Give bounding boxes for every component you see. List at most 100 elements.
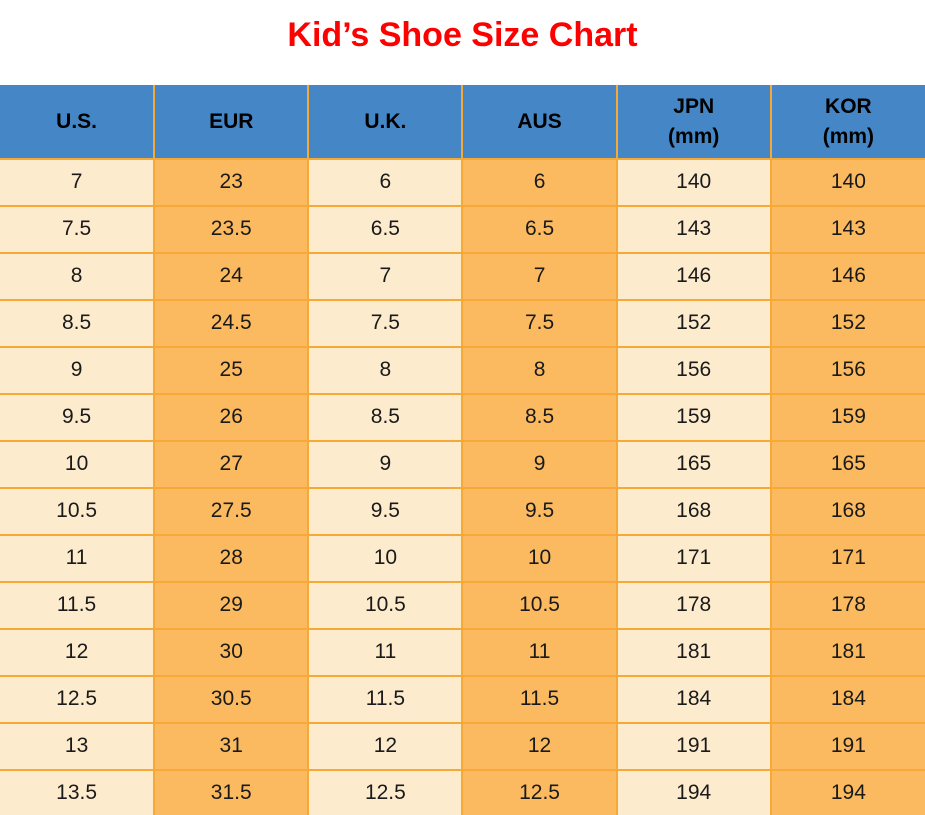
cell-kor: 191: [769, 721, 925, 771]
cell-uk: 9.5: [307, 486, 464, 536]
cell-aus: 7: [461, 251, 618, 301]
cell-aus: 11.5: [461, 674, 618, 724]
table-row: 8.5 24.5 7.5 7.5 152 152: [0, 298, 925, 348]
cell-us: 12.5: [0, 674, 156, 724]
cell-kor: 156: [769, 345, 925, 395]
cell-jpn: 159: [615, 392, 772, 442]
cell-kor: 159: [769, 392, 925, 442]
cell-us: 13.5: [0, 768, 156, 815]
table-row: 12.5 30.5 11.5 11.5 184 184: [0, 674, 925, 724]
table-row: 7 23 6 6 140 140: [0, 158, 925, 207]
table-row: 10.5 27.5 9.5 9.5 168 168: [0, 486, 925, 536]
cell-aus: 12: [461, 721, 618, 771]
table-row: 13.5 31.5 12.5 12.5 194 194: [0, 768, 925, 815]
col-header-label: U.S.: [56, 109, 97, 133]
table-row: 11 28 10 10 171 171: [0, 533, 925, 583]
cell-uk: 12.5: [307, 768, 464, 815]
cell-kor: 165: [769, 439, 925, 489]
col-header-label: EUR: [209, 109, 254, 133]
cell-us: 9.5: [0, 392, 156, 442]
col-header-us: U.S.: [0, 84, 156, 160]
col-header-aus: AUS: [461, 84, 618, 160]
cell-aus: 9.5: [461, 486, 618, 536]
cell-eur: 28: [153, 533, 310, 583]
cell-kor: 146: [769, 251, 925, 301]
cell-eur: 23.5: [153, 204, 310, 254]
header-row: U.S. EUR U.K. AUS JPN (mm) KOR (mm): [0, 84, 925, 160]
cell-eur: 24: [153, 251, 310, 301]
cell-jpn: 194: [615, 768, 772, 815]
cell-jpn: 168: [615, 486, 772, 536]
cell-jpn: 178: [615, 580, 772, 630]
cell-aus: 12.5: [461, 768, 618, 815]
cell-aus: 6: [461, 158, 618, 207]
cell-us: 11: [0, 533, 156, 583]
cell-jpn: 156: [615, 345, 772, 395]
cell-us: 10: [0, 439, 156, 489]
cell-uk: 6.5: [307, 204, 464, 254]
cell-us: 11.5: [0, 580, 156, 630]
table-row: 12 30 11 11 181 181: [0, 627, 925, 677]
cell-jpn: 191: [615, 721, 772, 771]
cell-uk: 6: [307, 158, 464, 207]
table-row: 9.5 26 8.5 8.5 159 159: [0, 392, 925, 442]
cell-kor: 143: [769, 204, 925, 254]
col-header-label: AUS: [517, 109, 562, 133]
col-header-label: KOR: [825, 95, 872, 119]
cell-kor: 194: [769, 768, 925, 815]
col-header-label: U.K.: [364, 109, 407, 133]
cell-uk: 10.5: [307, 580, 464, 630]
cell-aus: 7.5: [461, 298, 618, 348]
cell-eur: 25: [153, 345, 310, 395]
cell-eur: 30.5: [153, 674, 310, 724]
cell-aus: 9: [461, 439, 618, 489]
table-body: 7 23 6 6 140 140 7.5 23.5 6.5 6.5 143 143 8 24 7 7 146 14…: [0, 158, 925, 815]
cell-kor: 171: [769, 533, 925, 583]
cell-uk: 9: [307, 439, 464, 489]
cell-kor: 168: [769, 486, 925, 536]
col-header-kor: KOR (mm): [769, 84, 925, 160]
cell-jpn: 181: [615, 627, 772, 677]
table-row: 9 25 8 8 156 156: [0, 345, 925, 395]
cell-jpn: 152: [615, 298, 772, 348]
table-row: 8 24 7 7 146 146: [0, 251, 925, 301]
cell-eur: 26: [153, 392, 310, 442]
cell-uk: 10: [307, 533, 464, 583]
cell-eur: 27.5: [153, 486, 310, 536]
table-row: 10 27 9 9 165 165: [0, 439, 925, 489]
cell-aus: 6.5: [461, 204, 618, 254]
cell-uk: 7: [307, 251, 464, 301]
cell-kor: 184: [769, 674, 925, 724]
cell-eur: 27: [153, 439, 310, 489]
cell-jpn: 184: [615, 674, 772, 724]
cell-kor: 181: [769, 627, 925, 677]
shoe-size-table: U.S. EUR U.K. AUS JPN (mm) KOR (mm) 7 23 6 6 140 140…: [0, 84, 925, 815]
cell-aus: 10.5: [461, 580, 618, 630]
cell-kor: 140: [769, 158, 925, 207]
col-header-label: JPN: [673, 95, 715, 119]
cell-aus: 8: [461, 345, 618, 395]
cell-us: 9: [0, 345, 156, 395]
cell-jpn: 140: [615, 158, 772, 207]
cell-uk: 7.5: [307, 298, 464, 348]
cell-aus: 11: [461, 627, 618, 677]
cell-us: 12: [0, 627, 156, 677]
col-header-unit: (mm): [668, 124, 720, 148]
cell-eur: 29: [153, 580, 310, 630]
cell-uk: 8: [307, 345, 464, 395]
cell-us: 13: [0, 721, 156, 771]
cell-jpn: 143: [615, 204, 772, 254]
page-title: Kid’s Shoe Size Chart: [287, 16, 638, 54]
cell-eur: 23: [153, 158, 310, 207]
col-header-jpn: JPN (mm): [615, 84, 772, 160]
table-row: 13 31 12 12 191 191: [0, 721, 925, 771]
table-header: U.S. EUR U.K. AUS JPN (mm) KOR (mm): [0, 84, 925, 160]
cell-kor: 178: [769, 580, 925, 630]
cell-jpn: 171: [615, 533, 772, 583]
cell-eur: 24.5: [153, 298, 310, 348]
cell-aus: 8.5: [461, 392, 618, 442]
col-header-uk: U.K.: [307, 84, 464, 160]
cell-us: 8: [0, 251, 156, 301]
col-header-unit: (mm): [822, 124, 875, 148]
